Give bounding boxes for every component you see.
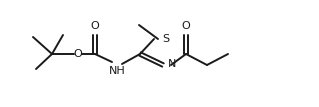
Text: O: O <box>74 49 82 59</box>
Text: NH: NH <box>109 66 125 76</box>
Text: O: O <box>182 21 190 31</box>
Text: O: O <box>91 21 100 31</box>
Text: S: S <box>162 34 169 44</box>
Text: N: N <box>168 59 176 69</box>
